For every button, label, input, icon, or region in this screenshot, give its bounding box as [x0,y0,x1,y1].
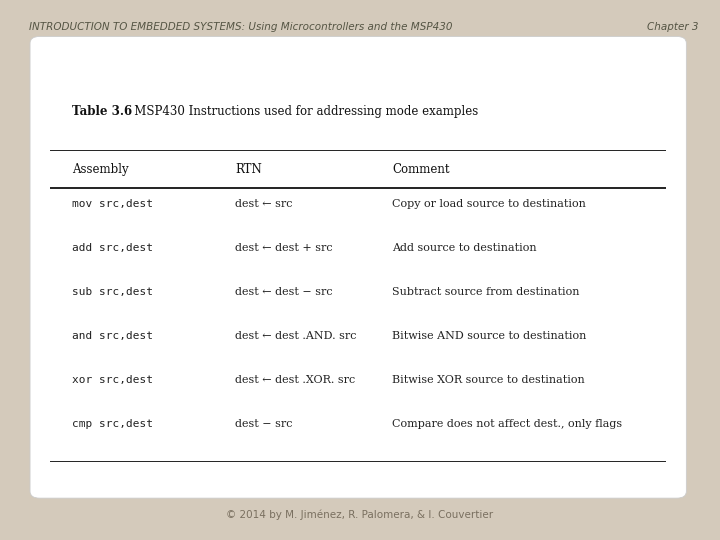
Text: dest ← dest + src: dest ← dest + src [235,243,333,253]
Text: Add source to destination: Add source to destination [392,243,536,253]
Text: Table 3.6: Table 3.6 [72,105,132,118]
Text: dest ← dest .XOR. src: dest ← dest .XOR. src [235,375,356,386]
Text: Bitwise AND source to destination: Bitwise AND source to destination [392,331,586,341]
Text: sub src,dest: sub src,dest [72,287,153,297]
Text: mov src,dest: mov src,dest [72,199,153,209]
Text: Chapter 3: Chapter 3 [647,22,698,32]
Text: xor src,dest: xor src,dest [72,375,153,386]
FancyBboxPatch shape [30,37,686,498]
Text: dest − src: dest − src [235,420,292,429]
Text: and src,dest: and src,dest [72,331,153,341]
Text: dest ← src: dest ← src [235,199,292,209]
Text: Assembly: Assembly [72,163,129,176]
Text: add src,dest: add src,dest [72,243,153,253]
Text: INTRODUCTION TO EMBEDDED SYSTEMS: Using Microcontrollers and the MSP430: INTRODUCTION TO EMBEDDED SYSTEMS: Using … [29,22,452,32]
Text: dest ← dest .AND. src: dest ← dest .AND. src [235,331,356,341]
Text: Subtract source from destination: Subtract source from destination [392,287,580,297]
Text: cmp src,dest: cmp src,dest [72,420,153,429]
Text: MSP430 Instructions used for addressing mode examples: MSP430 Instructions used for addressing … [123,105,478,118]
Text: Comment: Comment [392,163,449,176]
Text: dest ← dest − src: dest ← dest − src [235,287,333,297]
Text: Bitwise XOR source to destination: Bitwise XOR source to destination [392,375,585,386]
Text: Copy or load source to destination: Copy or load source to destination [392,199,586,209]
Text: © 2014 by M. Jiménez, R. Palomera, & I. Couvertier: © 2014 by M. Jiménez, R. Palomera, & I. … [226,509,494,520]
Text: Compare does not affect dest., only flags: Compare does not affect dest., only flag… [392,420,622,429]
Text: RTN: RTN [235,163,262,176]
